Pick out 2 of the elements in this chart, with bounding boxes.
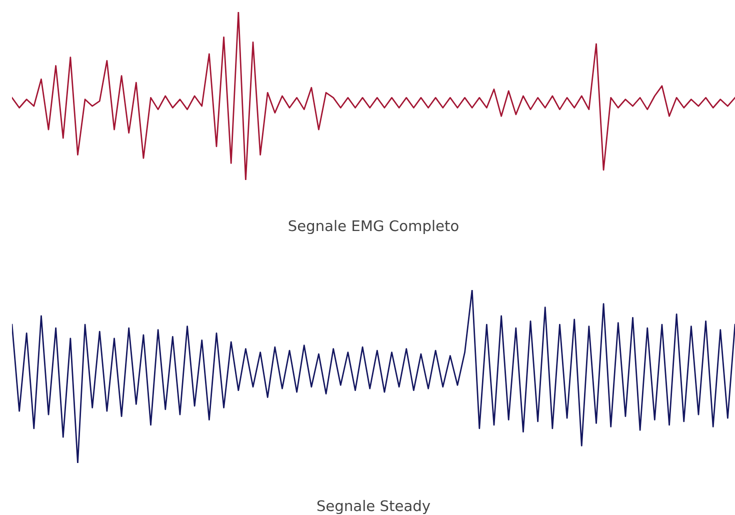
- text: Segnale Steady: [317, 500, 430, 514]
- text: Segnale EMG Completo: [288, 220, 458, 234]
